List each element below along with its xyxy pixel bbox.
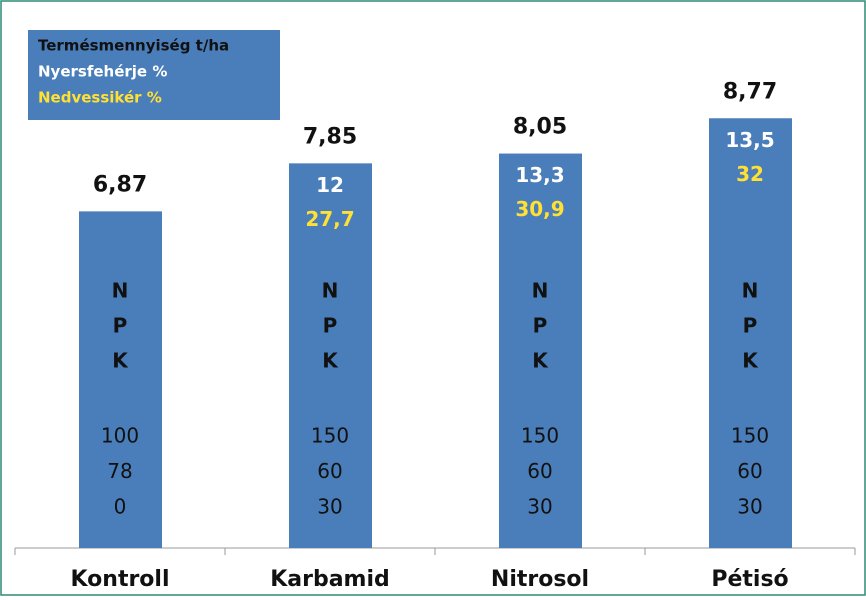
x-tick-label: Kontroll [71,567,170,592]
value-label: 8,05 [513,115,567,140]
npk-letter: P [743,314,758,338]
inner-label: 27,7 [305,207,354,231]
dose: 0 [114,495,127,519]
x-tick-label: Karbamid [270,567,390,592]
npk-letter: N [532,279,549,303]
dose: 150 [731,424,769,448]
dose: 150 [311,424,349,448]
dose: 78 [107,459,132,483]
npk-letter: N [112,279,129,303]
dose: 30 [527,495,552,519]
npk-letter: K [532,349,549,373]
x-tick-label: Nitrosol [491,567,589,592]
npk-letter: P [113,314,128,338]
npk-letter: K [322,349,339,373]
dose: 60 [527,459,552,483]
npk-letter: K [742,349,759,373]
dose: 100 [101,424,139,448]
dose: 30 [737,495,762,519]
npk-letter: N [322,279,339,303]
dose: 30 [317,495,342,519]
inner-label: 30,9 [515,197,564,221]
dose: 150 [521,424,559,448]
legend-label: Nedvessikér % [38,89,162,107]
npk-letter: N [742,279,759,303]
legend-box [28,30,280,120]
inner-label: 13,3 [515,163,564,187]
inner-label: 12 [316,173,344,197]
legend-label: Termésmennyiség t/ha [38,37,229,55]
npk-letter: P [323,314,338,338]
npk-letter: P [533,314,548,338]
value-label: 7,85 [303,124,357,149]
bar [499,153,582,549]
npk-letter: K [112,349,129,373]
inner-label: 32 [736,162,764,186]
inner-label: 13,5 [725,128,774,152]
bar [709,118,792,549]
value-label: 6,87 [93,172,147,197]
legend-label: Nyersfehérje % [38,63,167,81]
x-tick-label: Pétisó [711,567,788,592]
dose: 60 [737,459,762,483]
bar [289,163,372,548]
bar [79,211,162,548]
dose: 60 [317,459,342,483]
value-label: 8,77 [723,79,777,104]
